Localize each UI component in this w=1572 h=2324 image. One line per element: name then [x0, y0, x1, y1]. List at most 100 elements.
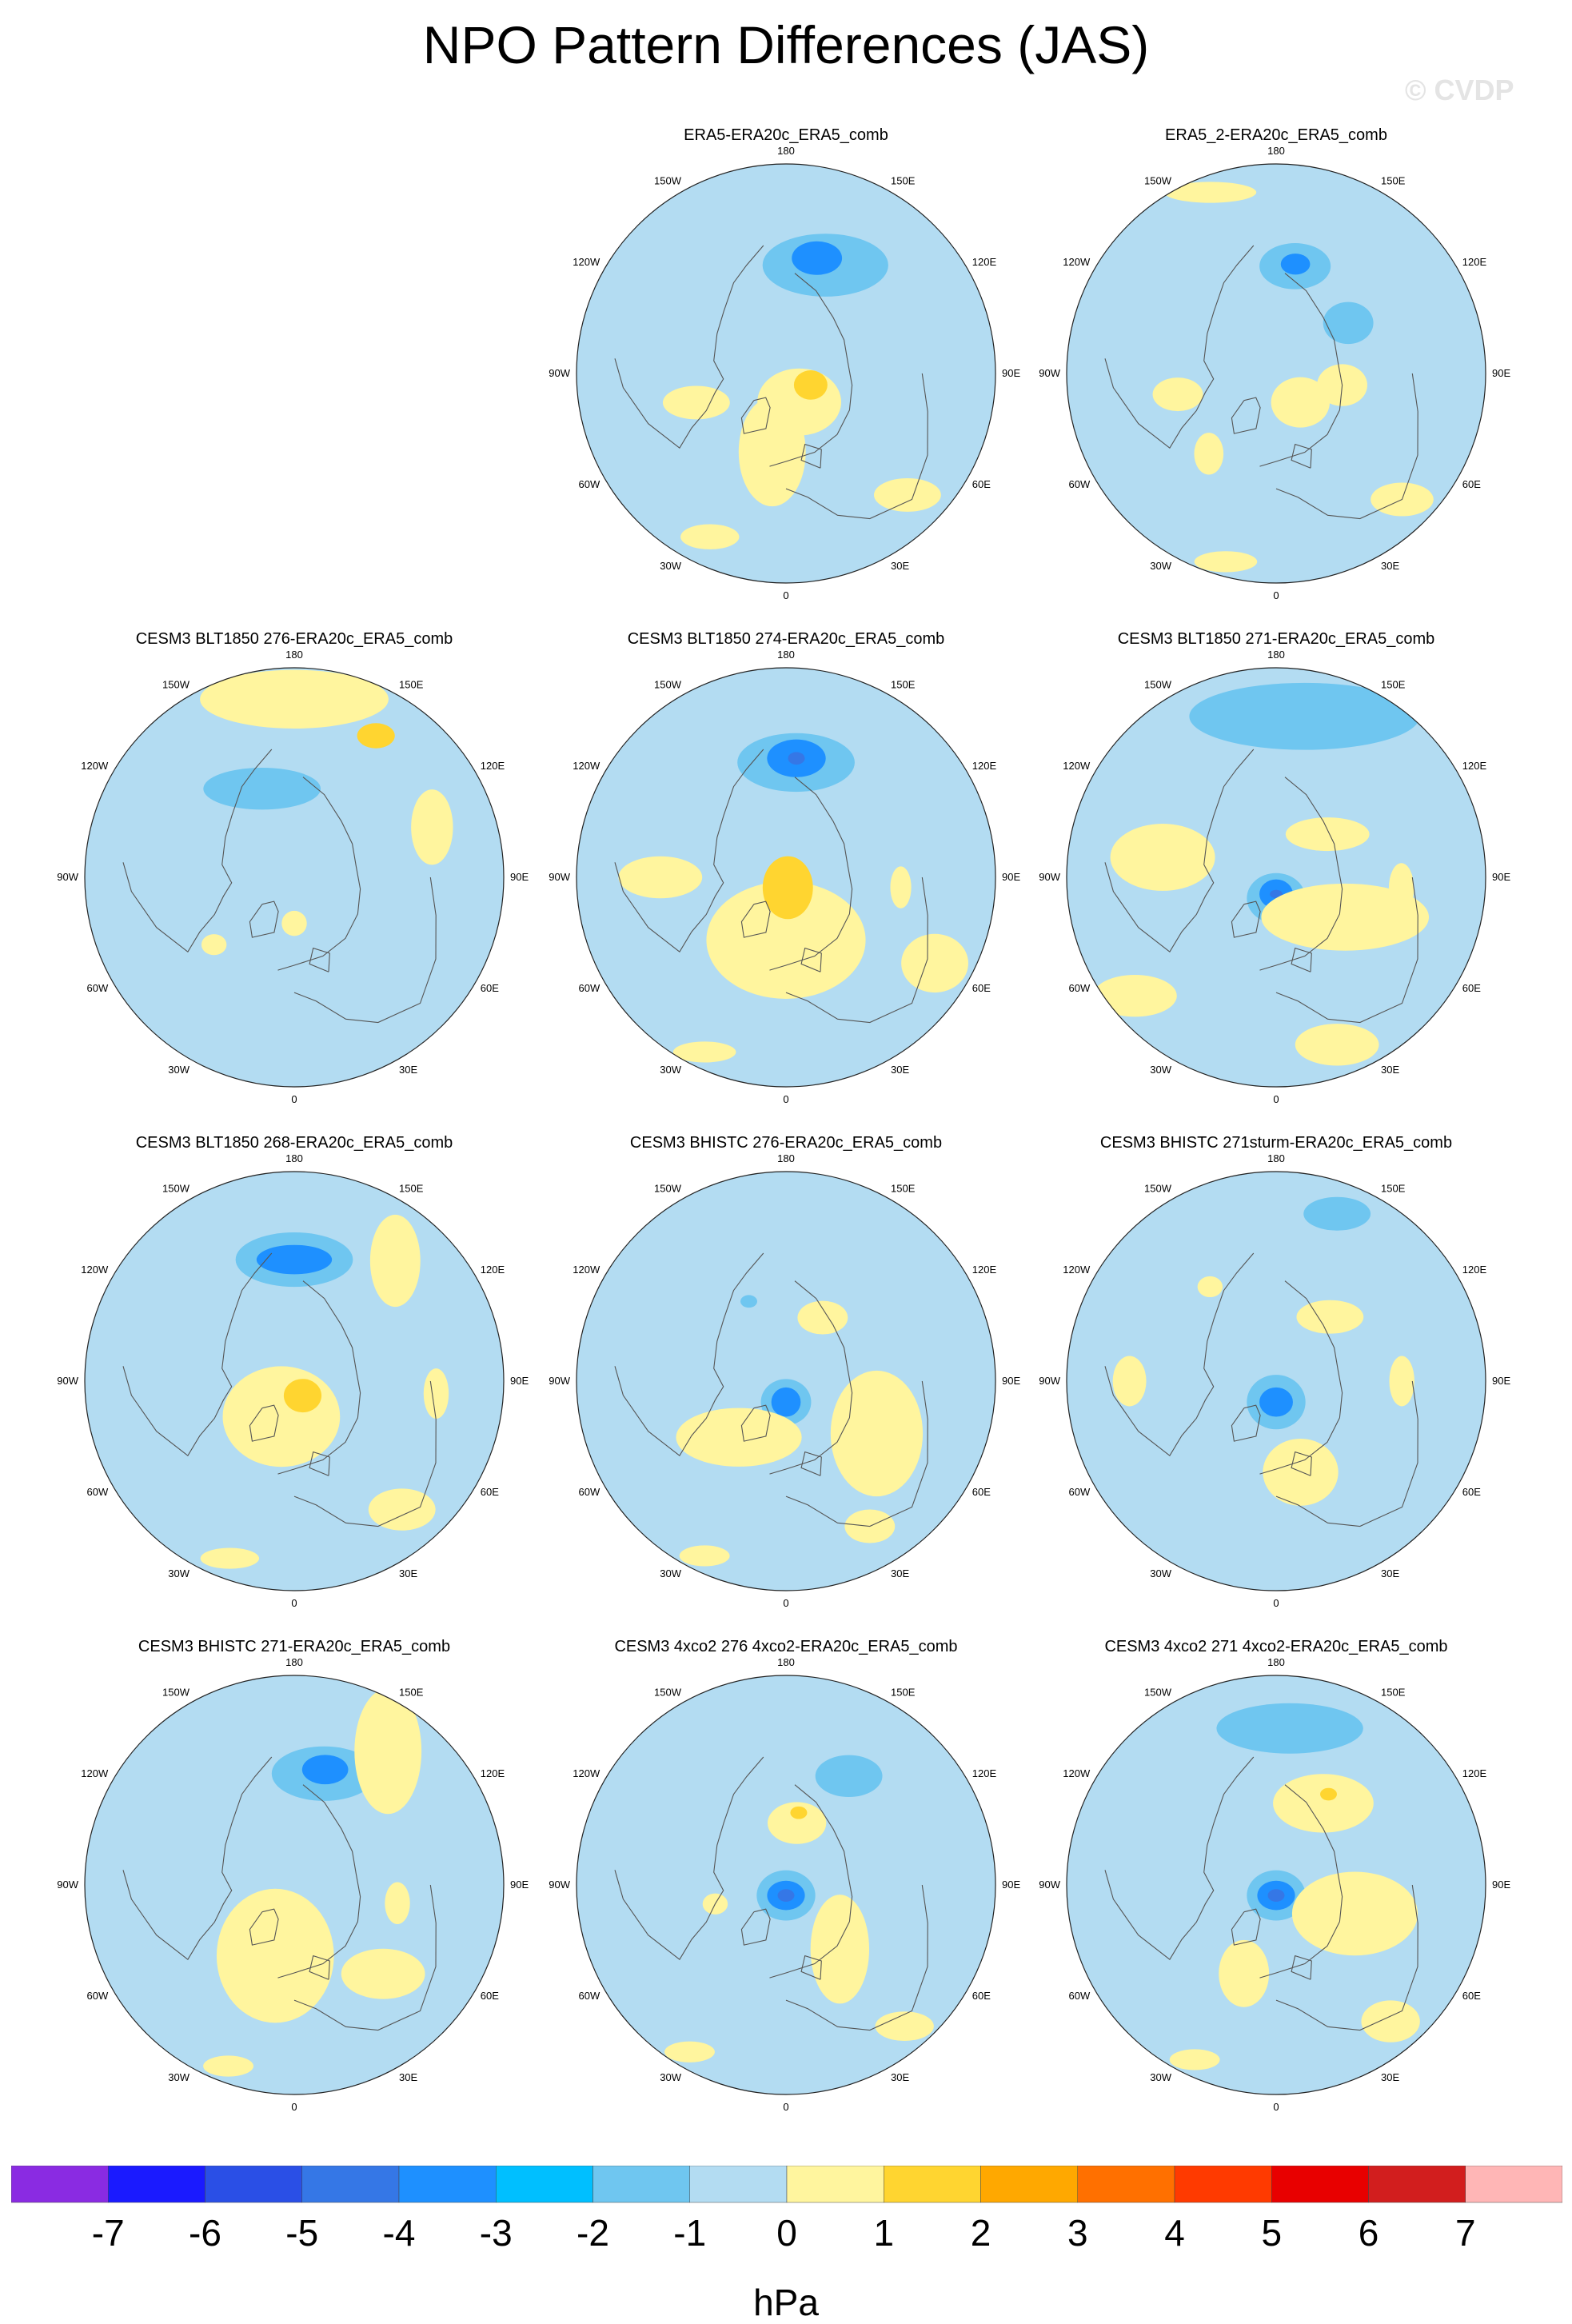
coastline: [785, 1380, 928, 1527]
longitude-label: 120W: [81, 1767, 109, 1779]
colorbar-swatch: [786, 2166, 884, 2203]
contour-layer: [614, 733, 968, 1063]
colorbar-swatch: [884, 2166, 981, 2203]
longitude-label: 120W: [573, 1264, 600, 1276]
coastline: [740, 397, 771, 434]
colorbar-swatch: [11, 2166, 109, 2203]
positive-anomaly: [793, 370, 828, 400]
polar-map: 180 150E 120E 90E 60E 30E 0 30W 60W 90W 120W 150W: [1039, 145, 1510, 601]
longitude-label: 120W: [1063, 256, 1091, 268]
longitude-label: 30W: [660, 560, 681, 572]
coastline: [1231, 1404, 1261, 1442]
colorbar-swatch: [1271, 2166, 1369, 2203]
coastline: [122, 749, 273, 953]
negative-anomaly: [1323, 301, 1374, 345]
longitude-label: 90E: [1492, 1375, 1510, 1387]
longitude-label: 60E: [972, 982, 991, 994]
coastline: [309, 1451, 330, 1476]
longitude-label: 60E: [972, 1990, 991, 2002]
longitude-label: 120E: [1462, 1264, 1487, 1276]
longitude-label: 90W: [549, 367, 570, 379]
longitude-label: 180: [285, 1656, 303, 1668]
contour-layer: [1104, 1703, 1420, 2070]
negative-anomaly: [1259, 1387, 1293, 1417]
longitude-label: 60W: [579, 1990, 600, 2002]
longitude-label: 60E: [481, 1486, 499, 1498]
longitude-label: 30W: [660, 2071, 681, 2083]
longitude-label: 180: [777, 1656, 795, 1668]
coastline: [614, 749, 764, 953]
longitude-label: 150W: [1144, 1686, 1172, 1698]
polar-map: 180 150E 120E 90E 60E 30E 0 30W 60W 90W 120W 150W: [549, 145, 1020, 601]
colorbar-unit: hPa: [753, 2282, 819, 2323]
positive-anomaly: [1285, 817, 1370, 852]
polar-map: 180 150E 120E 90E 60E 30E 0 30W 60W 90W 120W 150W: [1039, 1152, 1510, 1609]
longitude-label: 120E: [972, 760, 997, 772]
longitude-label: 180: [777, 649, 795, 661]
coastline: [277, 777, 361, 971]
positive-anomaly: [672, 1041, 736, 1063]
positive-anomaly: [1112, 1356, 1147, 1407]
positive-anomaly: [281, 910, 307, 936]
longitude-label: 60E: [1462, 982, 1481, 994]
coastline: [614, 1756, 764, 1961]
colorbar-tick-label: 0: [776, 2212, 797, 2254]
positive-anomaly: [1273, 1774, 1374, 1833]
colorbar-tick-label: -2: [577, 2212, 609, 2254]
coastline: [293, 876, 437, 1024]
coastline: [1104, 245, 1255, 449]
coastline: [309, 1955, 330, 1980]
longitude-label: 30W: [168, 1064, 190, 1076]
negative-anomaly: [203, 768, 321, 810]
positive-anomaly: [790, 1806, 808, 1819]
longitude-label: 0: [783, 2101, 788, 2113]
longitude-label: 120W: [573, 256, 600, 268]
longitude-label: 90W: [549, 1879, 570, 1891]
positive-anomaly: [901, 933, 968, 993]
coastline: [277, 1784, 361, 1979]
panel-title: CESM3 BLT1850 276-ERA20c_ERA5_comb: [135, 630, 453, 648]
longitude-label: 90E: [1002, 367, 1020, 379]
longitude-label: 150E: [891, 174, 916, 186]
longitude-label: 150E: [1381, 1182, 1406, 1194]
colorbar-tick-label: 1: [873, 2212, 894, 2254]
longitude-label: 120W: [573, 760, 600, 772]
colorbar-tick-label: 2: [971, 2212, 991, 2254]
longitude-label: 60W: [1069, 478, 1091, 490]
positive-anomaly: [873, 477, 941, 512]
longitude-label: 120E: [1462, 1767, 1487, 1779]
longitude-label: 150E: [399, 1686, 424, 1698]
watermark: © CVDP: [1405, 74, 1514, 106]
map-border: [1066, 667, 1486, 1088]
negative-anomaly: [777, 1889, 795, 1902]
longitude-label: 180: [777, 145, 795, 157]
longitude-label: 30W: [660, 1567, 681, 1579]
longitude-label: 150W: [1144, 1182, 1172, 1194]
longitude-label: 30E: [1381, 1567, 1399, 1579]
positive-anomaly: [1271, 377, 1330, 428]
longitude-label: 0: [1273, 2101, 1279, 2113]
longitude-label: 0: [783, 1597, 788, 1609]
polar-map: 180 150E 120E 90E 60E 30E 0 30W 60W 90W 120W 150W: [549, 649, 1020, 1105]
figure-title: NPO Pattern Differences (JAS): [422, 15, 1150, 74]
longitude-label: 150E: [891, 678, 916, 690]
longitude-label: 0: [291, 1597, 297, 1609]
coastline: [800, 947, 822, 972]
colorbar-tick-label: -3: [480, 2212, 513, 2254]
coastline: [614, 1252, 764, 1457]
positive-anomaly: [662, 385, 730, 420]
positive-anomaly: [354, 1687, 422, 1815]
positive-anomaly: [1169, 2049, 1220, 2070]
longitude-label: 30W: [1150, 1567, 1171, 1579]
contour-layer: [122, 1214, 449, 1569]
longitude-label: 0: [1273, 1597, 1279, 1609]
longitude-label: 150W: [162, 678, 190, 690]
panel-title: CESM3 BLT1850 274-ERA20c_ERA5_comb: [627, 630, 945, 648]
coastline: [1291, 1955, 1312, 1980]
longitude-label: 30W: [1150, 2071, 1171, 2083]
positive-anomaly: [200, 1547, 260, 1569]
positive-anomaly: [1291, 1871, 1418, 1956]
longitude-label: 90E: [1492, 367, 1510, 379]
positive-anomaly: [738, 397, 806, 507]
coastline: [309, 947, 330, 972]
